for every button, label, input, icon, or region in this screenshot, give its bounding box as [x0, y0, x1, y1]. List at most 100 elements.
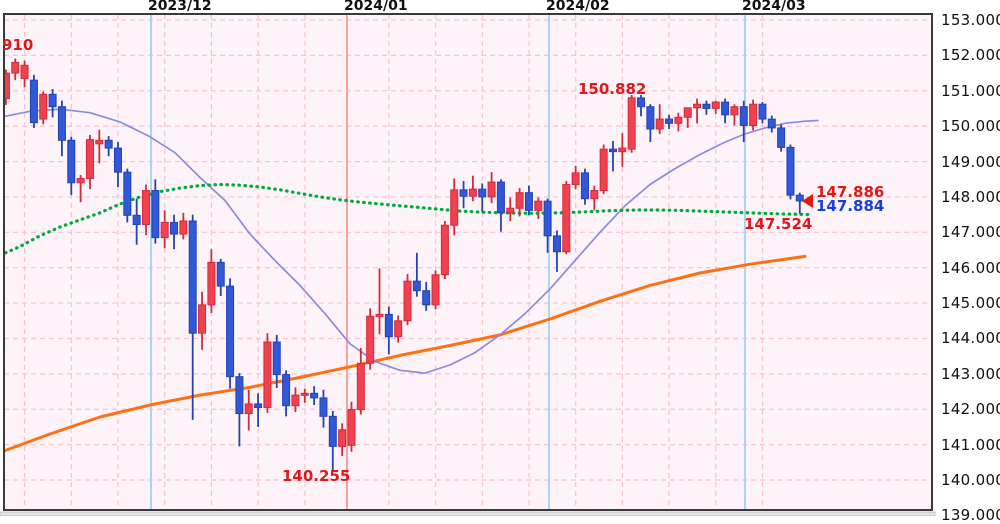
candle-body — [795, 194, 804, 202]
candle-body — [347, 409, 356, 446]
candle-body — [515, 192, 524, 209]
candle-body — [637, 97, 646, 108]
candle-body — [403, 280, 412, 322]
y-tick-150.000: 150.000 — [941, 117, 1000, 136]
candle-body — [170, 221, 179, 235]
candle-body — [739, 106, 748, 126]
candle-body — [151, 190, 160, 239]
bid-price-label: 147.884 — [816, 197, 885, 215]
candle-body — [618, 147, 627, 153]
month-label-2024-02: 2024/02 — [546, 0, 610, 14]
bottom-window-strip — [0, 511, 936, 516]
candle-body — [366, 315, 375, 364]
short-ma-dotted-green — [4, 182, 814, 256]
candle-body — [67, 139, 76, 184]
mid-ma-purple — [4, 108, 819, 374]
candle-body — [468, 188, 477, 197]
y-tick-140.000: 140.000 — [941, 471, 1000, 489]
candle-body — [730, 106, 739, 116]
candle-body — [226, 285, 235, 378]
candle-body — [57, 106, 66, 141]
month-label-2023-12: 2023/12 — [148, 0, 212, 14]
candle-body — [328, 415, 337, 447]
candle-body — [207, 261, 216, 306]
y-tick-143.000: 143.000 — [941, 364, 1000, 383]
candle-body — [580, 172, 589, 200]
y-tick-145.000: 145.000 — [941, 294, 1000, 313]
candle-body — [674, 116, 683, 124]
current-price-arrow-icon — [802, 193, 813, 208]
candle-body — [216, 261, 225, 287]
ask-price-label: 147.886 — [816, 183, 885, 201]
candle-body — [590, 190, 599, 200]
candle-body — [85, 139, 94, 180]
candle-body — [487, 181, 496, 198]
candle-body — [244, 403, 253, 414]
candle-body — [749, 103, 758, 126]
y-tick-142.000: 142.000 — [941, 400, 1000, 419]
candle-body — [459, 189, 468, 197]
candle-body — [188, 220, 197, 334]
annotation-150.882: 150.882 — [578, 80, 647, 98]
candle-body — [29, 79, 38, 124]
candle-body — [4, 72, 10, 100]
candle-body — [646, 106, 655, 130]
y-tick-147.000: 147.000 — [941, 223, 1000, 242]
candle-body — [721, 101, 730, 116]
plot-background — [4, 14, 932, 510]
candle-body — [655, 118, 664, 130]
long-ma-orange — [4, 254, 807, 453]
candle-body — [702, 103, 711, 109]
candle-body — [506, 207, 515, 214]
candle-body — [562, 184, 571, 253]
candle-body — [665, 118, 674, 124]
candle-body — [235, 376, 244, 414]
candle-body — [48, 93, 57, 108]
candle-body — [693, 103, 702, 109]
candle-body — [394, 320, 403, 338]
y-tick-153.000: 153.000 — [941, 11, 1000, 29]
y-tick-partial-139.000: 139.000 — [941, 506, 1000, 524]
y-tick-144.000: 144.000 — [941, 329, 1000, 348]
candle-body — [11, 61, 20, 74]
candle-body — [319, 397, 328, 417]
candle-body — [599, 148, 608, 192]
candle-body — [300, 392, 309, 396]
y-tick-151.000: 151.000 — [941, 81, 1000, 100]
candle-body — [412, 280, 421, 292]
y-tick-148.000: 148.000 — [941, 187, 1000, 206]
candle-body — [95, 139, 104, 145]
y-tick-149.000: 149.000 — [941, 152, 1000, 171]
candle-body — [534, 200, 543, 211]
y-tick-141.000: 141.000 — [941, 435, 1000, 454]
candle-body — [767, 118, 776, 129]
candle-body — [198, 304, 207, 334]
candle-body — [571, 172, 580, 186]
candle-body — [431, 274, 440, 306]
candle-body — [179, 220, 188, 235]
candle-body — [450, 189, 459, 226]
candle-body — [422, 290, 431, 306]
candle-body — [356, 362, 365, 411]
y-tick-146.000: 146.000 — [941, 258, 1000, 277]
candle-body — [543, 200, 552, 237]
candle-body — [478, 188, 487, 198]
month-label-2024-01: 2024/01 — [344, 0, 408, 14]
candle-body — [384, 313, 393, 338]
candle-body — [254, 403, 263, 408]
candle-body — [609, 148, 617, 153]
candle-body — [76, 178, 85, 184]
candle-body — [375, 313, 384, 317]
candle-body — [104, 139, 113, 149]
candle-body — [338, 429, 347, 447]
candle-body — [123, 171, 132, 216]
candle-body — [263, 341, 272, 408]
candle-body — [272, 341, 281, 376]
candle-body — [552, 235, 561, 253]
candle-body — [282, 374, 291, 407]
candle-body — [310, 392, 319, 399]
candle-body — [627, 97, 636, 150]
candle-body — [758, 103, 767, 120]
